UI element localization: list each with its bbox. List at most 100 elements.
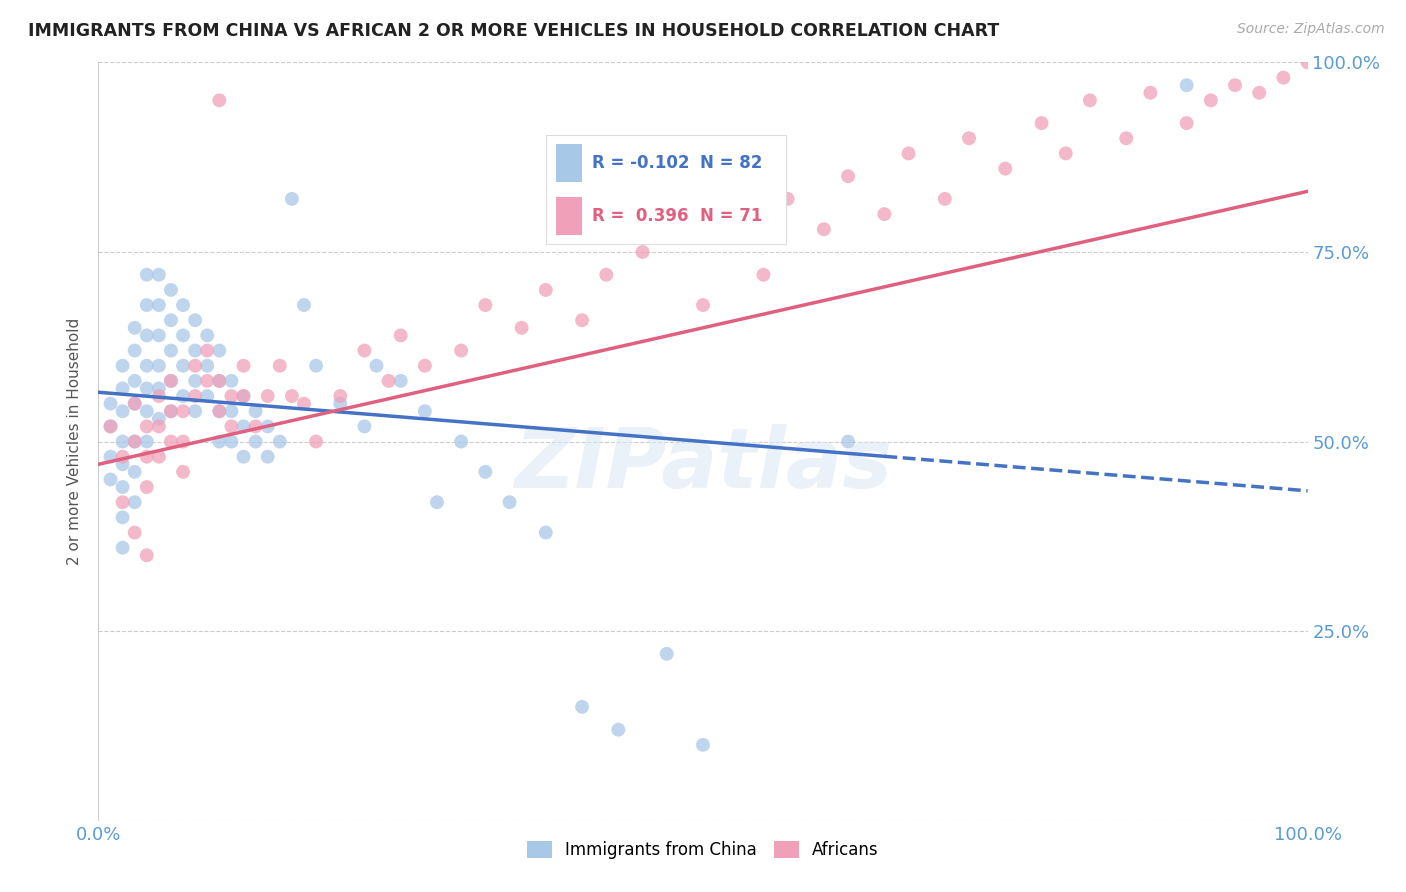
Point (474, 298, 496, 312)
Point (135, 359, 157, 373)
Point (813, 222, 835, 236)
Point (571, 699, 593, 714)
Point (837, 169, 859, 184)
Point (148, 382, 170, 396)
Point (1223, 78, 1246, 92)
Text: ZIPatlas: ZIPatlas (515, 424, 891, 505)
Point (256, 450, 278, 464)
Point (1175, 116, 1198, 130)
Point (111, 450, 134, 464)
Point (245, 404, 267, 418)
Point (195, 359, 218, 373)
Point (1296, 55, 1319, 70)
Point (184, 389, 207, 403)
Point (135, 450, 157, 464)
Point (221, 374, 243, 388)
Point (184, 404, 207, 418)
Point (100, 419, 122, 434)
Point (172, 434, 194, 449)
Point (281, 192, 304, 206)
Point (100, 419, 122, 434)
Point (281, 389, 304, 403)
Point (160, 434, 183, 449)
Text: R =  0.396: R = 0.396 (592, 207, 689, 225)
Point (595, 268, 617, 282)
Point (1139, 86, 1161, 100)
Point (111, 510, 134, 524)
Point (100, 473, 122, 487)
Point (256, 389, 278, 403)
Point (111, 495, 134, 509)
Text: N = 71: N = 71 (700, 207, 762, 225)
Point (160, 343, 183, 358)
Point (135, 404, 157, 418)
Point (305, 359, 328, 373)
Point (135, 480, 157, 494)
Point (208, 404, 231, 418)
Point (389, 374, 412, 388)
Point (208, 404, 231, 418)
Point (124, 434, 146, 449)
Point (692, 298, 714, 312)
Point (1249, 86, 1271, 100)
Point (232, 389, 254, 403)
Point (172, 328, 194, 343)
Point (1272, 70, 1295, 85)
Point (776, 192, 799, 206)
Point (148, 328, 170, 343)
Point (450, 434, 472, 449)
Point (245, 434, 267, 449)
Point (897, 146, 920, 161)
Point (269, 434, 291, 449)
Point (148, 412, 170, 426)
Point (474, 465, 496, 479)
Point (498, 495, 520, 509)
Point (837, 434, 859, 449)
Point (208, 374, 231, 388)
Point (184, 359, 207, 373)
Point (389, 328, 412, 343)
Point (148, 389, 170, 403)
Point (221, 419, 243, 434)
Point (111, 541, 134, 555)
Text: IMMIGRANTS FROM CHINA VS AFRICAN 2 OR MORE VEHICLES IN HOUSEHOLD CORRELATION CHA: IMMIGRANTS FROM CHINA VS AFRICAN 2 OR MO… (28, 22, 1000, 40)
Point (208, 434, 231, 449)
Point (1054, 146, 1077, 161)
Point (377, 374, 399, 388)
Point (305, 434, 328, 449)
Point (100, 396, 122, 410)
Point (716, 207, 738, 221)
Point (160, 404, 183, 418)
Point (292, 298, 315, 312)
Point (353, 343, 375, 358)
Point (655, 647, 678, 661)
Point (692, 738, 714, 752)
Point (124, 396, 146, 410)
Point (366, 359, 388, 373)
Point (607, 723, 630, 737)
Point (221, 389, 243, 403)
Point (195, 328, 218, 343)
Point (172, 298, 194, 312)
Point (111, 480, 134, 494)
Point (111, 458, 134, 472)
Point (160, 374, 183, 388)
Point (752, 268, 775, 282)
Point (160, 283, 183, 297)
Point (148, 298, 170, 312)
Point (208, 94, 231, 108)
Point (124, 525, 146, 540)
Point (135, 268, 157, 282)
Point (256, 419, 278, 434)
Point (184, 374, 207, 388)
Point (135, 419, 157, 434)
Point (571, 313, 593, 327)
Text: R = -0.102: R = -0.102 (592, 154, 689, 172)
Point (994, 161, 1017, 176)
Point (413, 404, 436, 418)
Point (160, 374, 183, 388)
Bar (555, 197, 582, 235)
Point (160, 313, 183, 327)
Point (124, 343, 146, 358)
Point (135, 298, 157, 312)
